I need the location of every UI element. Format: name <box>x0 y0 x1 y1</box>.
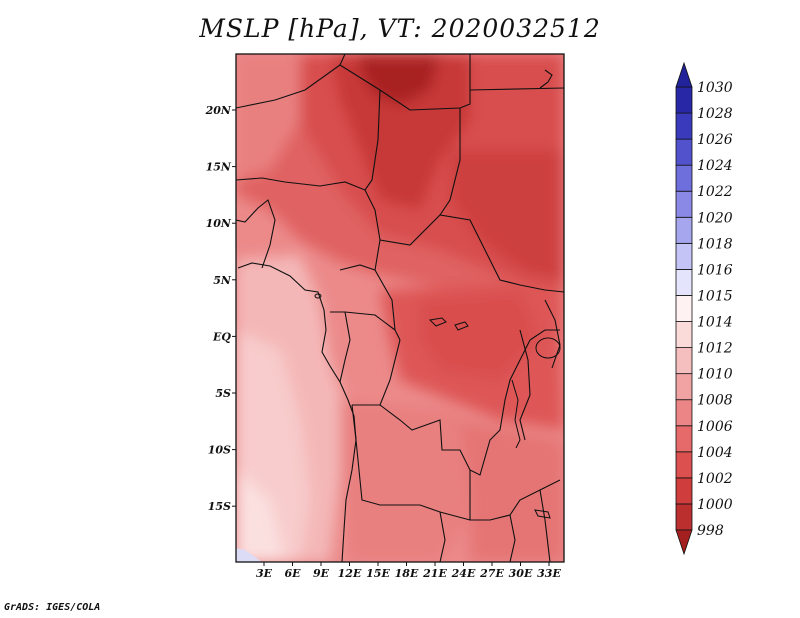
lat-tick-label: 10N <box>206 217 232 230</box>
lon-tick-label: 18E <box>395 567 419 580</box>
colorbar-swatch <box>675 503 693 531</box>
colorbar-high-arrow <box>675 61 693 88</box>
lat-tick-label: 5S <box>215 387 231 400</box>
colorbar-label: 1020 <box>697 210 733 226</box>
colorbar-label: 1018 <box>697 236 733 252</box>
colorbar-label: 1012 <box>697 341 733 357</box>
lakes <box>314 293 561 519</box>
colorbar-low-arrow <box>675 529 693 556</box>
map-frame <box>235 53 565 563</box>
lon-tick-label: 9E <box>313 567 330 580</box>
lat-axis: 20N 15N 10N 5N EQ 5S 10S 15S <box>205 104 236 513</box>
colorbar-swatch <box>675 216 693 244</box>
lat-tick-label: 15S <box>208 500 231 513</box>
colorbar-label: 1024 <box>697 158 733 174</box>
country-borders <box>236 54 564 562</box>
lat-tick-label: 10S <box>208 444 231 457</box>
grads-credit: GrADS: IGES/COLA <box>4 602 101 613</box>
lon-tick-label: 30E <box>509 567 533 580</box>
colorbar-label: 1008 <box>697 393 733 409</box>
colorbar-swatch <box>675 425 693 453</box>
colorbar-swatch <box>675 373 693 401</box>
colorbar: 998 1000 1002 1004 1006 1008 1010 1012 1014 1015 1… <box>675 61 733 556</box>
colorbar-swatch <box>675 269 693 296</box>
colorbar-swatch <box>675 321 693 348</box>
colorbar-swatch <box>675 451 693 479</box>
colorbar-label: 1022 <box>697 184 733 200</box>
colorbar-swatch <box>675 295 693 322</box>
lon-tick-label: 3E <box>256 567 273 580</box>
colorbar-label: 1015 <box>697 288 733 304</box>
colorbar-swatch <box>675 86 693 114</box>
colorbar-swatch <box>675 190 693 218</box>
lon-tick-label: 6E <box>284 567 301 580</box>
colorbar-swatch <box>675 112 693 140</box>
map-title: MSLP [hPa], VT: 2020032512 <box>199 14 601 43</box>
colorbar-swatch <box>675 138 693 166</box>
colorbar-label: 1000 <box>697 497 733 513</box>
colorbar-label: 1030 <box>697 80 733 96</box>
lon-tick-label: 33E <box>537 567 561 580</box>
colorbar-label: 1028 <box>697 106 733 122</box>
lon-tick-label: 27E <box>479 567 504 580</box>
colorbar-label: 1026 <box>697 132 733 148</box>
pressure-field <box>236 54 564 562</box>
lat-tick-label: 5N <box>213 274 232 287</box>
colorbar-label: 1014 <box>697 315 733 331</box>
lon-tick-label: 15E <box>366 567 390 580</box>
lon-tick-label: 24E <box>451 567 476 580</box>
colorbar-label: 1002 <box>697 471 733 487</box>
colorbar-label: 1004 <box>697 445 733 461</box>
colorbar-label: 1016 <box>697 262 733 278</box>
colorbar-swatch <box>675 477 693 505</box>
colorbar-swatch <box>675 347 693 375</box>
lat-tick-label: EQ <box>212 330 231 343</box>
colorbar-swatch <box>675 242 693 270</box>
colorbar-swatch <box>675 399 693 427</box>
lat-tick-label: 20N <box>205 104 232 117</box>
colorbar-label: 998 <box>697 523 724 539</box>
lon-tick-label: 21E <box>422 567 447 580</box>
lon-axis: 3E 6E 9E 12E 15E 18E 21E 24E 27E 30E 33E <box>256 562 561 580</box>
colorbar-label: 1006 <box>697 419 733 435</box>
lat-tick-label: 15N <box>206 161 232 174</box>
colorbar-label: 1010 <box>697 367 733 383</box>
colorbar-swatch <box>675 164 693 192</box>
lon-tick-label: 12E <box>338 567 362 580</box>
